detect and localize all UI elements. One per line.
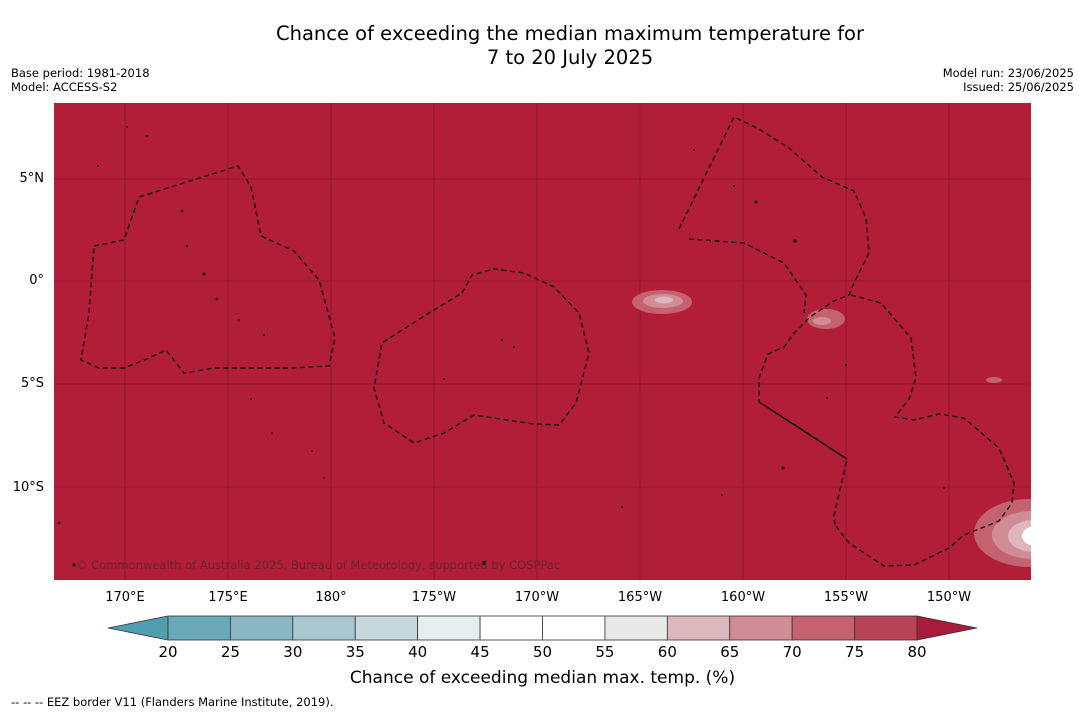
copyright-notice: © Commonwealth of Australia 2025, Bureau… <box>76 558 561 572</box>
colorbar-tick-label: 80 <box>907 643 927 661</box>
lon-label-175e: 175°E <box>208 590 248 605</box>
anomaly-blobs <box>632 290 1031 567</box>
colorbar <box>107 615 978 641</box>
lon-label-150w: 150°W <box>926 590 972 605</box>
map-area[interactable]: © Commonwealth of Australia 2025, Bureau… <box>54 103 1031 580</box>
colorbar-tick-label: 35 <box>345 643 365 661</box>
base-period: Base period: 1981-2018 <box>11 66 150 80</box>
title-line-1: Chance of exceeding the median maximum t… <box>275 22 865 45</box>
colorbar-cell <box>854 615 918 641</box>
colorbar-tick-label: 75 <box>845 643 865 661</box>
colorbar-cell <box>604 615 668 641</box>
lon-label-175w: 175°W <box>411 590 457 605</box>
colorbar-cell <box>230 615 294 641</box>
colorbar-cell <box>791 615 855 641</box>
lon-label-170e: 170°E <box>105 590 145 605</box>
colorbar-label: Chance of exceeding median max. temp. (%… <box>349 668 736 688</box>
lon-label-155w: 155°W <box>823 590 869 605</box>
lon-label-160w: 160°W <box>720 590 766 605</box>
lat-label-10s: 10°S <box>12 480 44 495</box>
lat-label-0: 0° <box>29 273 44 288</box>
colorbar-tick-label: 50 <box>532 643 553 661</box>
colorbar-low-arrow <box>107 615 169 641</box>
lat-label-5n: 5°N <box>19 171 45 186</box>
meta-left: Base period: 1981-2018 Model: ACCESS-S2 <box>11 66 150 94</box>
colorbar-high-arrow <box>916 615 978 641</box>
lat-label-5s: 5°S <box>20 376 44 391</box>
colorbar-tick-label: 25 <box>220 643 240 661</box>
colorbar-cell <box>417 615 481 641</box>
colorbar-cell <box>542 615 606 641</box>
colorbar-tick-label: 55 <box>595 643 615 661</box>
title-line-2: 7 to 20 July 2025 <box>486 46 654 69</box>
colorbar-tick-label: 65 <box>720 643 740 661</box>
colorbar-cell <box>167 615 231 641</box>
colorbar-cell <box>479 615 543 641</box>
colorbar-tick-label: 20 <box>158 643 178 661</box>
colorbar-tick-label: 30 <box>283 643 303 661</box>
lon-label-180: 180° <box>315 590 347 605</box>
eez-legend: -- -- -- EEZ border V11 (Flanders Marine… <box>11 695 334 709</box>
model-name: Model: ACCESS-S2 <box>11 80 118 94</box>
colorbar-tick-label: 40 <box>408 643 428 661</box>
colorbar-cell <box>666 615 731 641</box>
colorbar-tick-label: 60 <box>657 643 677 661</box>
colorbar-tick-label: 45 <box>470 643 490 661</box>
model-run: Model run: 23/06/2025 <box>942 66 1074 80</box>
graticule <box>54 103 1031 580</box>
colorbar-tick-label: 70 <box>782 643 802 661</box>
colorbar-cell <box>292 615 356 641</box>
map-title: Chance of exceeding the median maximum t… <box>0 22 1085 70</box>
colorbar-cell <box>354 615 419 641</box>
eez-solid-segment <box>758 401 848 460</box>
meta-right: Model run: 23/06/2025 Issued: 25/06/2025 <box>943 66 1074 94</box>
issued-date: Issued: 25/06/2025 <box>963 80 1074 94</box>
colorbar-cell <box>729 615 793 641</box>
eez-borders <box>80 116 1015 567</box>
colorbar-cells <box>167 615 918 641</box>
lon-label-170w: 170°W <box>514 590 560 605</box>
islands <box>57 126 945 567</box>
lon-label-165w: 165°W <box>617 590 663 605</box>
map-canvas <box>54 103 1031 580</box>
